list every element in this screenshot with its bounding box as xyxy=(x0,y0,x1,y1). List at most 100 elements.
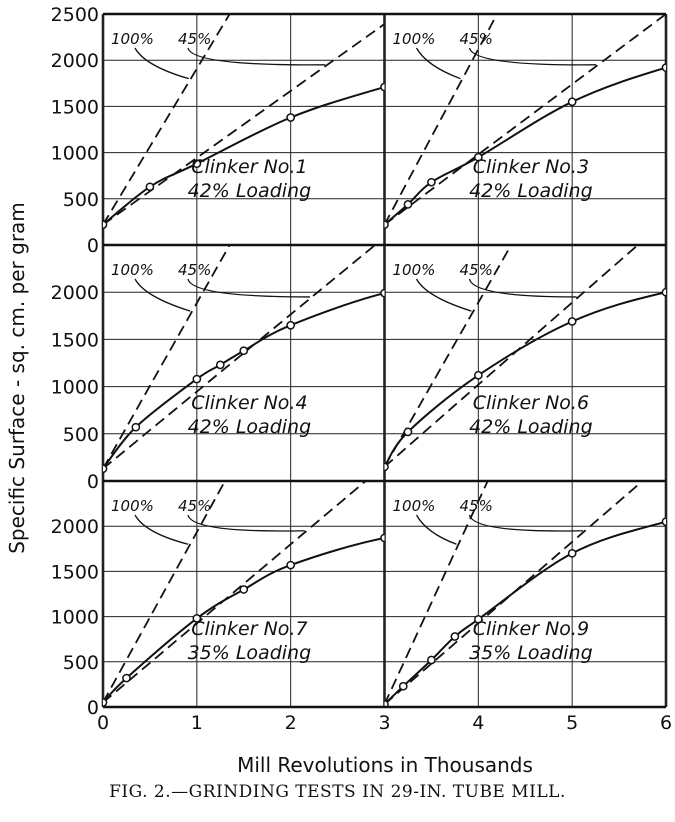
leader-45 xyxy=(468,47,597,66)
label-45-percent: 45% xyxy=(178,261,211,279)
y-tick-label: 1000 xyxy=(51,377,99,399)
data-point xyxy=(286,560,296,570)
x-tick-label: 5 xyxy=(566,712,578,734)
data-point xyxy=(473,152,483,162)
label-45-percent: 45% xyxy=(178,497,211,515)
leader-100 xyxy=(134,47,189,80)
x-tick-label: 1 xyxy=(191,712,203,734)
leader-100 xyxy=(134,278,191,312)
panel-1 xyxy=(103,14,385,230)
data-point xyxy=(661,517,666,527)
loading-label: 35% Loading xyxy=(469,642,593,664)
data-point xyxy=(380,533,385,543)
label-100-percent: 100% xyxy=(393,30,436,48)
y-tick-label: 0 xyxy=(87,471,99,493)
clinker-name-label: Clinker No.4 xyxy=(191,392,307,414)
data-point xyxy=(384,699,389,707)
y-tick-label: 1500 xyxy=(51,329,99,351)
y-tick-label: 0 xyxy=(87,235,99,257)
y-tick-label: 1000 xyxy=(51,607,99,629)
y-tick-label: 1500 xyxy=(51,96,99,118)
grinding-curve xyxy=(384,291,666,468)
leader-100 xyxy=(415,514,457,545)
reference-line-100 xyxy=(384,14,498,226)
y-axis-label: Specific Surface - sq. cm. per gram xyxy=(5,202,29,554)
panel-3 xyxy=(103,245,385,474)
grinding-curve xyxy=(384,66,666,226)
data-point xyxy=(131,422,141,432)
label-100-percent: 100% xyxy=(111,30,154,48)
loading-label: 42% Loading xyxy=(469,416,593,438)
leader-45 xyxy=(468,514,584,532)
reference-line-100 xyxy=(103,481,226,703)
tick-labels: 0 500 1000 1500 2000 2500 0 500 1000 1500 2000 0 500… xyxy=(51,4,672,734)
data-point xyxy=(286,113,296,122)
x-tick-label: 6 xyxy=(660,712,672,734)
data-point xyxy=(398,681,408,691)
data-point xyxy=(403,199,413,209)
data-point xyxy=(145,182,155,192)
y-tick-label: 0 xyxy=(87,697,99,719)
clinker-name-label: Clinker No.9 xyxy=(473,618,589,640)
leader-100 xyxy=(415,278,472,312)
data-point xyxy=(103,698,108,707)
data-point xyxy=(567,548,577,558)
panel-4 xyxy=(384,245,666,472)
panel-6 xyxy=(384,481,666,707)
label-45-percent: 45% xyxy=(460,497,493,515)
data-point xyxy=(473,614,483,624)
panel-5 xyxy=(103,481,385,707)
x-tick-label: 4 xyxy=(472,712,484,734)
y-tick-label: 2000 xyxy=(51,50,99,72)
clinker-name-label: Clinker No.1 xyxy=(191,156,307,178)
label-45-percent: 45% xyxy=(460,261,493,279)
data-point xyxy=(192,374,202,384)
loading-label: 42% Loading xyxy=(469,180,593,202)
x-tick-label: 3 xyxy=(378,712,390,734)
reference-line-100 xyxy=(103,245,231,470)
data-point xyxy=(567,317,577,326)
y-tick-label: 500 xyxy=(63,652,99,674)
data-point xyxy=(427,655,436,665)
data-point xyxy=(103,220,108,230)
label-100-percent: 100% xyxy=(393,497,436,515)
leader-45 xyxy=(187,47,326,66)
leader-45 xyxy=(187,514,305,532)
panel-curves xyxy=(103,14,666,707)
loading-label: 35% Loading xyxy=(188,642,312,664)
label-100-percent: 100% xyxy=(393,261,436,279)
reference-line-45 xyxy=(384,245,639,468)
leader-100 xyxy=(134,514,189,545)
label-45-percent: 45% xyxy=(460,30,493,48)
clinker-name-label: Clinker No.7 xyxy=(191,618,307,640)
data-point xyxy=(239,346,249,356)
grinding-curve xyxy=(384,520,666,706)
reference-line-100 xyxy=(103,14,231,226)
x-tick-label: 2 xyxy=(285,712,297,734)
y-tick-label: 2000 xyxy=(51,282,99,304)
data-point xyxy=(473,370,483,380)
grinding-curve xyxy=(103,85,385,226)
data-point xyxy=(450,632,460,641)
y-tick-label: 1000 xyxy=(51,143,99,165)
leader-45 xyxy=(187,278,310,298)
data-point xyxy=(384,462,389,472)
clinker-name-label: Clinker No.3 xyxy=(473,156,589,178)
loading-label: 42% Loading xyxy=(188,180,312,202)
y-tick-label: 500 xyxy=(63,189,99,211)
panel-frame xyxy=(103,12,666,709)
grinding-curve xyxy=(103,536,385,704)
data-point xyxy=(403,427,413,437)
y-tick-label: 1500 xyxy=(51,561,99,583)
figure-caption: FIG. 2.—GRINDING TESTS IN 29-IN. TUBE MI… xyxy=(109,782,566,802)
label-100-percent: 100% xyxy=(111,261,154,279)
panel-2 xyxy=(384,14,666,230)
y-tick-label: 2000 xyxy=(51,516,99,538)
leader-45 xyxy=(468,278,577,298)
x-tick-label: 0 xyxy=(97,712,109,734)
y-tick-label: 2500 xyxy=(51,4,99,26)
grid-lines xyxy=(101,14,668,707)
data-point xyxy=(567,97,577,107)
